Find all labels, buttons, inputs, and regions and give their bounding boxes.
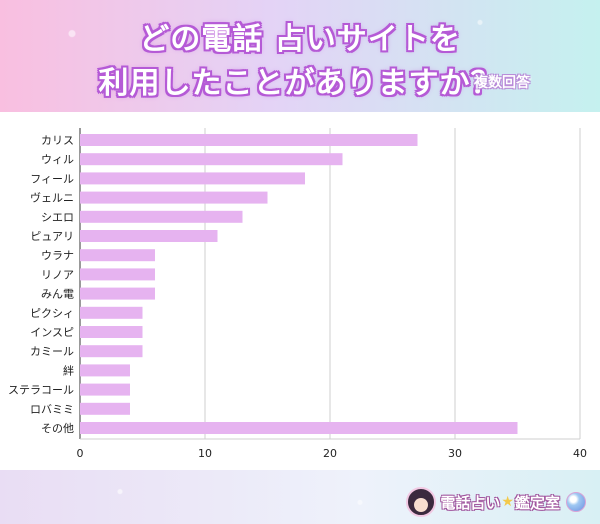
avatar-icon [406,487,437,517]
star-icon: ★ [501,494,514,510]
bar-14 [80,402,130,415]
bar-11 [80,345,143,358]
bar-1 [80,153,343,166]
bar-3 [80,191,268,204]
x-tick-label-4: 40 [573,447,587,460]
category-label-9: ピクシィ [30,307,74,320]
bar-15 [80,422,518,434]
multiple-answer-note: 複数回答 [474,75,530,91]
header-banner: どの電話 占いサイトを 利用したことがありますか？ 複数回答 [0,0,600,112]
bar-7 [80,268,155,281]
bar-9 [80,306,143,319]
category-label-13: ステラコール [8,384,74,397]
category-label-6: ウラナ [41,249,74,262]
bar-0 [80,134,418,146]
title-line-1: どの電話 占いサイトを [139,22,461,57]
bar-4 [80,210,243,223]
category-label-15: その他 [41,422,74,435]
chart-panel: カリスウィルフィールヴェルニシエロピュアリウラナリノアみん電ピクシィインスピカミ… [0,112,600,470]
bar-2 [80,172,305,185]
crystal-ball-icon [566,492,586,512]
category-label-10: インスピ [30,326,74,339]
category-label-14: ロバミミ [30,403,74,416]
x-tick-label-1: 10 [198,447,212,460]
footer-banner [0,470,600,524]
bar-5 [80,230,218,242]
category-label-8: みん電 [41,288,74,301]
bar-8 [80,287,155,300]
category-label-1: ウィル [41,153,74,166]
logo-text-part2: 鑑定室 [514,493,560,512]
x-tick-label-3: 30 [448,447,462,460]
x-tick-label-0: 0 [77,447,84,460]
category-label-7: リノア [41,268,74,281]
category-label-2: フィール [30,172,74,185]
bar-6 [80,249,155,262]
site-logo: 電話占い ★ 鑑定室 [406,486,586,518]
category-label-4: シエロ [41,211,74,224]
category-label-5: ピュアリ [30,230,74,243]
bar-13 [80,383,130,396]
category-label-3: ヴェルニ [30,191,74,205]
category-label-12: 絆 [63,363,74,377]
title-line-2: 利用したことがありますか？ [98,66,502,101]
category-label-0: カリス [41,134,74,147]
category-label-11: カミール [30,345,74,358]
bar-chart: カリスウィルフィールヴェルニシエロピュアリウラナリノアみん電ピクシィインスピカミ… [8,128,587,460]
bar-10 [80,326,143,338]
bar-12 [80,364,130,377]
x-tick-label-2: 20 [323,447,337,460]
logo-text-part1: 電話占い [440,493,501,512]
